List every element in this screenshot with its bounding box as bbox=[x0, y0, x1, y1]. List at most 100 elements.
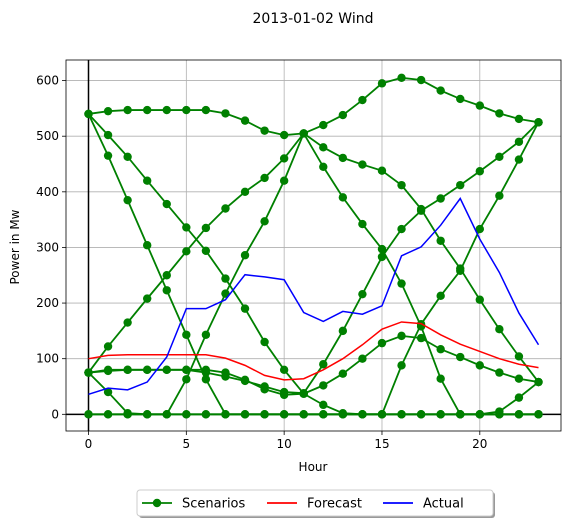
scenario-point bbox=[142, 365, 152, 375]
legend-label: Scenarios bbox=[182, 497, 246, 512]
scenario-point bbox=[162, 286, 171, 295]
scenario-line bbox=[87, 131, 539, 416]
scenario-point bbox=[514, 114, 524, 124]
scenario-point bbox=[534, 118, 543, 127]
x-tick-label: 15 bbox=[374, 437, 389, 451]
scenario-point bbox=[377, 338, 387, 348]
scenario-point bbox=[397, 279, 406, 288]
x-tick-label: 20 bbox=[472, 437, 487, 451]
scenario-point bbox=[279, 154, 289, 163]
scenario-point bbox=[260, 410, 269, 419]
chart-title: 2013-01-02 Wind bbox=[253, 11, 374, 27]
scenario-point bbox=[377, 252, 387, 262]
y-tick-label: 400 bbox=[36, 185, 59, 199]
scenario-point bbox=[201, 105, 211, 115]
scenario-series bbox=[84, 109, 543, 419]
scenario-point bbox=[514, 352, 524, 361]
scenario-line bbox=[87, 132, 540, 416]
scenario-point bbox=[495, 325, 504, 334]
scenario-point bbox=[319, 410, 328, 419]
scenario-point bbox=[142, 176, 152, 185]
scenario-point bbox=[534, 410, 543, 419]
scenario-point bbox=[338, 326, 348, 336]
scenario-point bbox=[103, 366, 113, 376]
scenario-point bbox=[416, 206, 426, 215]
scenario-point bbox=[201, 410, 211, 419]
scenario-point bbox=[240, 251, 250, 260]
scenario-point bbox=[240, 187, 250, 197]
scenario-point bbox=[201, 223, 211, 233]
scenario-point bbox=[475, 410, 485, 419]
scenario-point bbox=[338, 369, 348, 378]
scenario-point bbox=[182, 247, 191, 256]
scenario-point bbox=[103, 130, 113, 140]
scenario-point bbox=[514, 393, 524, 402]
scenario-point bbox=[240, 304, 250, 313]
scenario-point bbox=[495, 410, 504, 419]
scenario-point bbox=[279, 365, 289, 375]
scenario-point bbox=[416, 410, 426, 419]
scenario-point bbox=[221, 274, 230, 283]
scenario-series bbox=[84, 109, 543, 419]
scenario-point bbox=[377, 244, 387, 254]
scenario-point bbox=[436, 236, 445, 245]
scenario-point bbox=[123, 410, 132, 419]
scenario-point bbox=[436, 374, 445, 383]
y-axis-label: Power in Mw bbox=[8, 209, 22, 284]
legend-label: Actual bbox=[423, 497, 464, 512]
scenario-point bbox=[436, 345, 445, 354]
scenario-point bbox=[377, 79, 387, 88]
scenario-point bbox=[358, 354, 367, 363]
scenario-point bbox=[299, 129, 308, 138]
x-axis-label: Hour bbox=[299, 460, 328, 474]
scenario-point bbox=[397, 361, 406, 370]
scenario-point bbox=[221, 204, 230, 213]
x-tick-label: 10 bbox=[277, 437, 292, 451]
scenario-point bbox=[103, 410, 113, 419]
scenario-point bbox=[162, 365, 171, 375]
scenario-point bbox=[221, 410, 230, 419]
scenario-point bbox=[162, 410, 171, 419]
scenario-point bbox=[142, 241, 152, 250]
scenario-point bbox=[534, 377, 543, 387]
scenario-point bbox=[142, 410, 152, 419]
scenario-point bbox=[240, 376, 250, 386]
scenario-point bbox=[84, 368, 93, 377]
scenario-point bbox=[240, 116, 250, 125]
scenario-point bbox=[221, 109, 230, 118]
legend: Scenarios Forecast Actual bbox=[136, 489, 495, 518]
scenario-point bbox=[299, 410, 308, 419]
scenario-point bbox=[358, 95, 367, 105]
y-tick-label: 200 bbox=[36, 296, 59, 310]
scenario-point bbox=[456, 94, 465, 104]
scenario-point bbox=[475, 167, 485, 176]
scenario-point bbox=[475, 361, 485, 370]
scenario-series bbox=[84, 410, 543, 419]
scenario-point bbox=[319, 360, 328, 369]
y-tick-label: 500 bbox=[36, 129, 59, 143]
scenario-point bbox=[162, 199, 171, 209]
scenario-point bbox=[338, 110, 348, 120]
scenario-point bbox=[338, 410, 348, 419]
x-tick-label: 0 bbox=[85, 437, 93, 451]
scenario-point bbox=[201, 246, 211, 255]
scenario-point bbox=[201, 375, 211, 384]
scenario-point bbox=[182, 223, 191, 232]
scenario-point bbox=[397, 331, 406, 341]
plot-frame bbox=[65, 59, 562, 432]
scenario-point bbox=[475, 101, 485, 110]
scenario-point bbox=[436, 86, 445, 95]
scenario-point bbox=[514, 155, 524, 164]
scenario-point bbox=[103, 387, 113, 397]
scenario-point bbox=[162, 105, 171, 115]
legend-label: Forecast bbox=[307, 497, 362, 512]
scenario-point bbox=[260, 217, 269, 226]
scenario-point bbox=[162, 271, 171, 280]
y-tick-label: 300 bbox=[36, 240, 59, 254]
scenario-point bbox=[397, 410, 406, 419]
scenario-point bbox=[456, 180, 465, 190]
scenario-point bbox=[358, 410, 367, 419]
scenario-line bbox=[88, 121, 540, 395]
scenario-point bbox=[123, 105, 132, 115]
scenario-point bbox=[260, 382, 269, 391]
